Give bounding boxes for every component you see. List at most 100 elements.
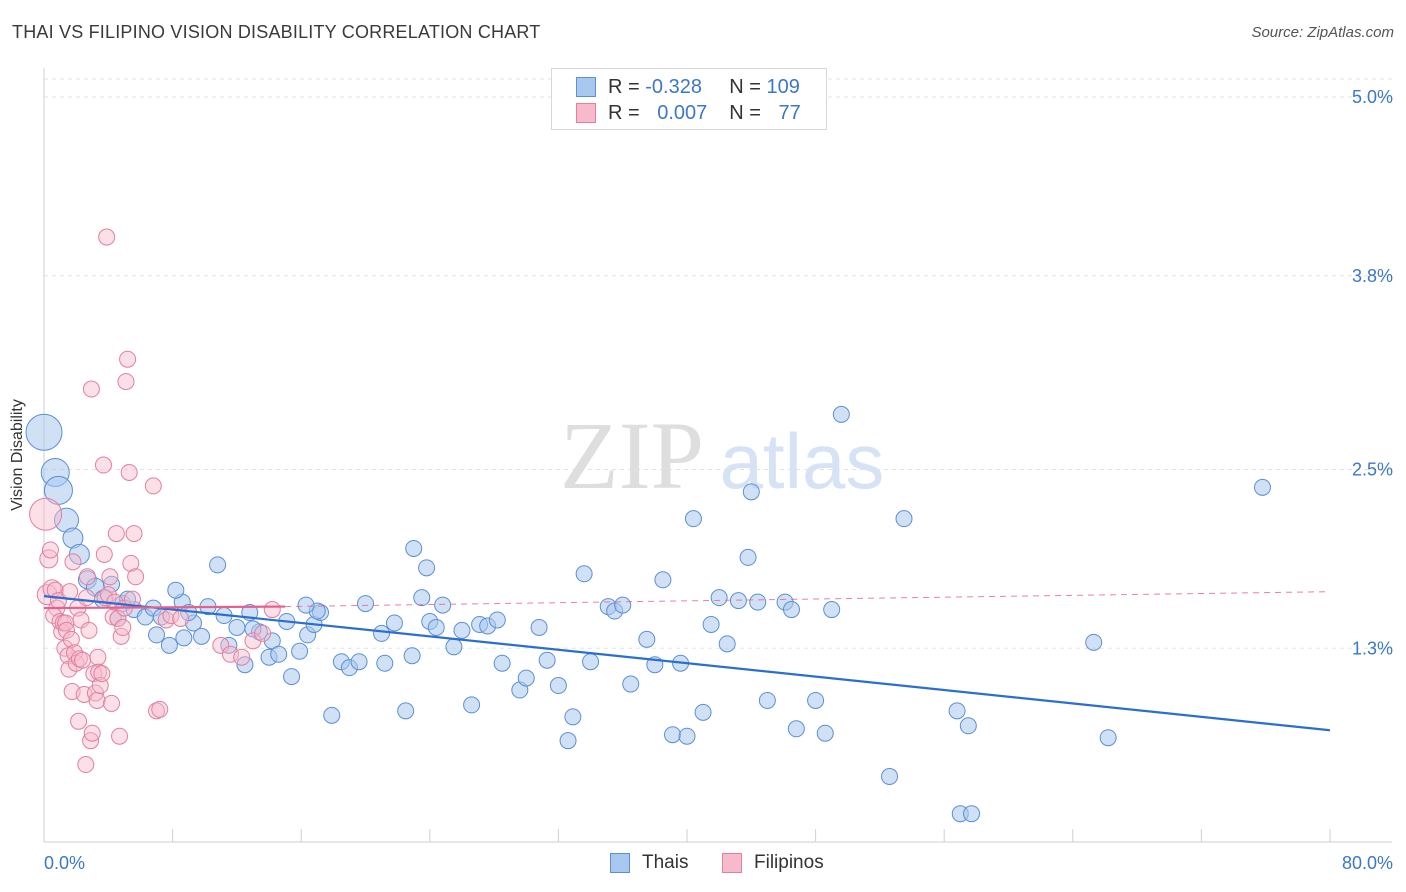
point-filipinos	[254, 624, 272, 642]
point-thais	[530, 618, 548, 636]
point-filipinos	[78, 568, 96, 586]
legend-n-label: N =	[729, 75, 767, 98]
point-thais	[463, 696, 481, 714]
point-filipinos	[80, 621, 98, 639]
point-thais	[453, 621, 471, 639]
point-filipinos	[89, 648, 107, 666]
legend-item-thais[interactable]: Thais	[610, 852, 688, 874]
point-thais	[493, 654, 511, 672]
point-filipinos	[109, 610, 127, 627]
point-filipinos	[127, 568, 145, 586]
point-thais	[397, 702, 415, 720]
point-thais	[614, 596, 632, 614]
point-thais	[564, 708, 582, 726]
trend-lines	[43, 591, 1331, 732]
point-filipinos	[125, 525, 143, 543]
point-thais	[357, 595, 374, 613]
point-thais	[270, 645, 288, 663]
legend-r-value: -0.328	[645, 75, 702, 98]
point-filipinos	[212, 636, 230, 654]
point-thais	[228, 618, 246, 636]
point-thais	[684, 510, 702, 528]
point-thais	[167, 581, 185, 599]
point-filipinos	[29, 497, 63, 531]
point-thais	[807, 691, 825, 709]
legend-swatch-filipinos	[722, 853, 742, 873]
point-thais	[283, 668, 301, 686]
point-filipinos	[233, 648, 251, 666]
axes	[43, 68, 1392, 843]
point-filipinos	[41, 541, 59, 559]
point-filipinos	[36, 584, 58, 606]
point-filipinos	[93, 665, 111, 683]
point-thais	[575, 565, 593, 583]
legend-row-filipinos: R = 0.007 N = 77	[576, 101, 801, 125]
point-thais	[739, 548, 757, 566]
legend-r-value: 0.007	[657, 101, 708, 124]
point-filipinos	[107, 525, 125, 543]
legend-n-value: 77	[778, 101, 801, 124]
point-filipinos	[83, 724, 101, 742]
point-thais	[291, 642, 309, 660]
legend-row-thais: R = -0.328 N = 109	[576, 75, 800, 99]
series-filipinos	[29, 228, 281, 774]
point-thais	[678, 727, 696, 745]
point-filipinos	[103, 694, 121, 712]
point-thais	[1085, 633, 1103, 651]
legend-item-filipinos[interactable]: Filipinos	[722, 852, 824, 874]
point-thais	[405, 539, 423, 557]
point-filipinos	[62, 630, 80, 648]
point-thais	[758, 691, 776, 709]
point-filipinos	[119, 350, 137, 368]
point-filipinos	[64, 553, 82, 571]
point-thais	[832, 405, 850, 423]
point-thais	[488, 611, 506, 629]
legend-label-filipinos: Filipinos	[754, 852, 824, 873]
series-thais	[25, 405, 1271, 823]
stats-legend: R = -0.328 N = 109 R = 0.007 N = 77	[551, 68, 827, 130]
point-filipinos	[94, 456, 112, 474]
point-filipinos	[74, 651, 92, 669]
point-filipinos	[78, 589, 96, 607]
point-thais	[749, 593, 767, 611]
point-thais	[403, 647, 421, 665]
point-thais	[538, 651, 556, 669]
point-thais	[297, 596, 315, 614]
point-thais	[582, 653, 600, 671]
legend-n-value: 109	[766, 75, 800, 98]
legend-swatch-thais	[610, 853, 630, 873]
y-axis-label: Vision Disability	[9, 399, 26, 511]
series-legend: Thais Filipinos	[0, 852, 1406, 878]
point-thais	[323, 706, 341, 724]
point-filipinos	[112, 627, 130, 645]
point-thais	[350, 653, 368, 671]
legend-swatch-filipinos	[576, 103, 596, 123]
point-thais	[948, 702, 966, 720]
point-thais	[881, 767, 899, 785]
point-thais	[373, 624, 391, 642]
source-label: Source: ZipAtlas.com	[1251, 24, 1394, 41]
point-thais	[209, 556, 227, 574]
point-thais	[782, 601, 800, 619]
point-thais	[517, 669, 535, 687]
point-thais	[787, 720, 805, 738]
point-thais	[434, 596, 452, 614]
x-tick-label: 0.0%	[44, 853, 85, 873]
point-filipinos	[151, 700, 169, 718]
grid-lines	[44, 78, 1392, 649]
point-filipinos	[95, 545, 113, 563]
legend-n-label: N =	[729, 101, 767, 124]
point-thais	[160, 636, 178, 654]
point-thais	[729, 592, 747, 610]
point-filipinos	[157, 611, 175, 629]
point-thais	[1099, 729, 1117, 747]
point-thais	[418, 559, 436, 577]
point-thais	[895, 510, 913, 528]
point-thais	[175, 629, 193, 647]
trendline-filipinos	[43, 605, 286, 610]
point-thais	[638, 630, 656, 648]
y-tick-label: 1.3%	[1352, 638, 1393, 658]
point-thais	[664, 726, 682, 744]
point-thais	[959, 717, 977, 735]
